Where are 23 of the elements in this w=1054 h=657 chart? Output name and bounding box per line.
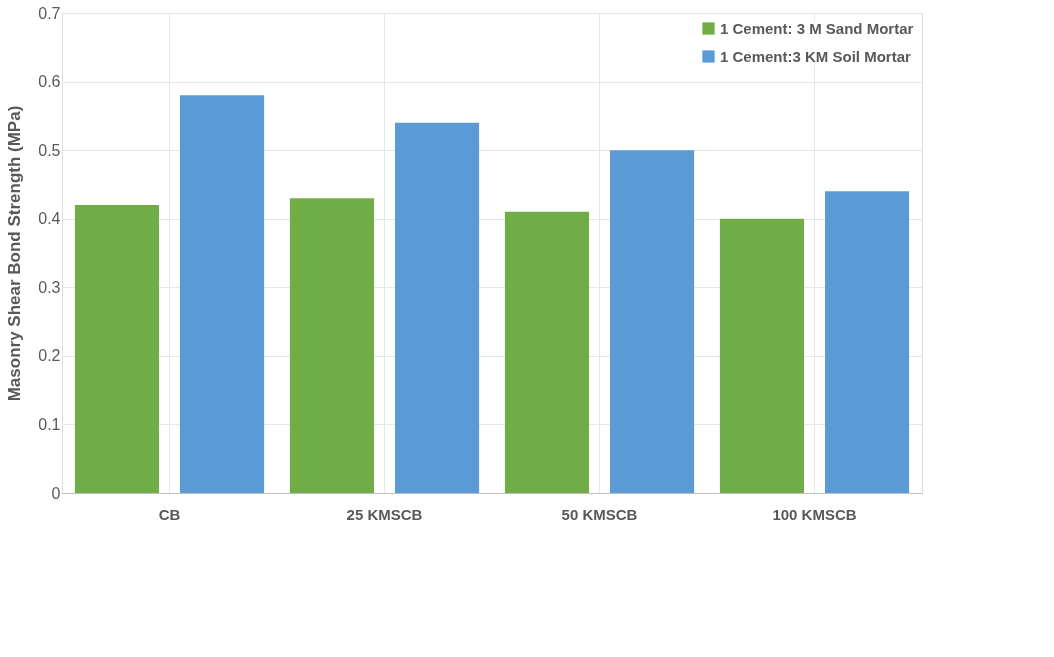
y-tick-label: 0.3 — [38, 278, 61, 296]
bar — [180, 95, 265, 493]
x-tick-label: 100 KMSCB — [772, 505, 857, 523]
y-tick-label: 0.2 — [38, 347, 61, 365]
bar — [719, 218, 804, 493]
y-tick-label: 0.7 — [38, 4, 61, 22]
y-tick-label: 0.6 — [38, 73, 61, 91]
bar — [395, 122, 480, 493]
bar — [504, 211, 589, 493]
y-tick-label: 0.5 — [38, 141, 61, 159]
x-tick-label: CB — [158, 505, 181, 523]
y-axis-title: Masonry Shear Bond Strength (MPa) — [5, 105, 25, 402]
x-tick-label: 25 KMSCB — [346, 505, 423, 523]
y-tick-label: 0 — [51, 484, 61, 502]
legend-label: 1 Cement:3 KM Soil Mortar — [720, 47, 912, 65]
legend-label: 1 Cement: 3 M Sand Mortar — [720, 19, 914, 37]
bar — [610, 150, 695, 493]
y-tick-label: 0.1 — [38, 415, 61, 433]
bar — [289, 198, 374, 493]
y-tick-label: 0.4 — [38, 210, 61, 228]
x-tick-label: 50 KMSCB — [561, 505, 638, 523]
bar — [825, 191, 910, 493]
bar — [74, 205, 159, 493]
